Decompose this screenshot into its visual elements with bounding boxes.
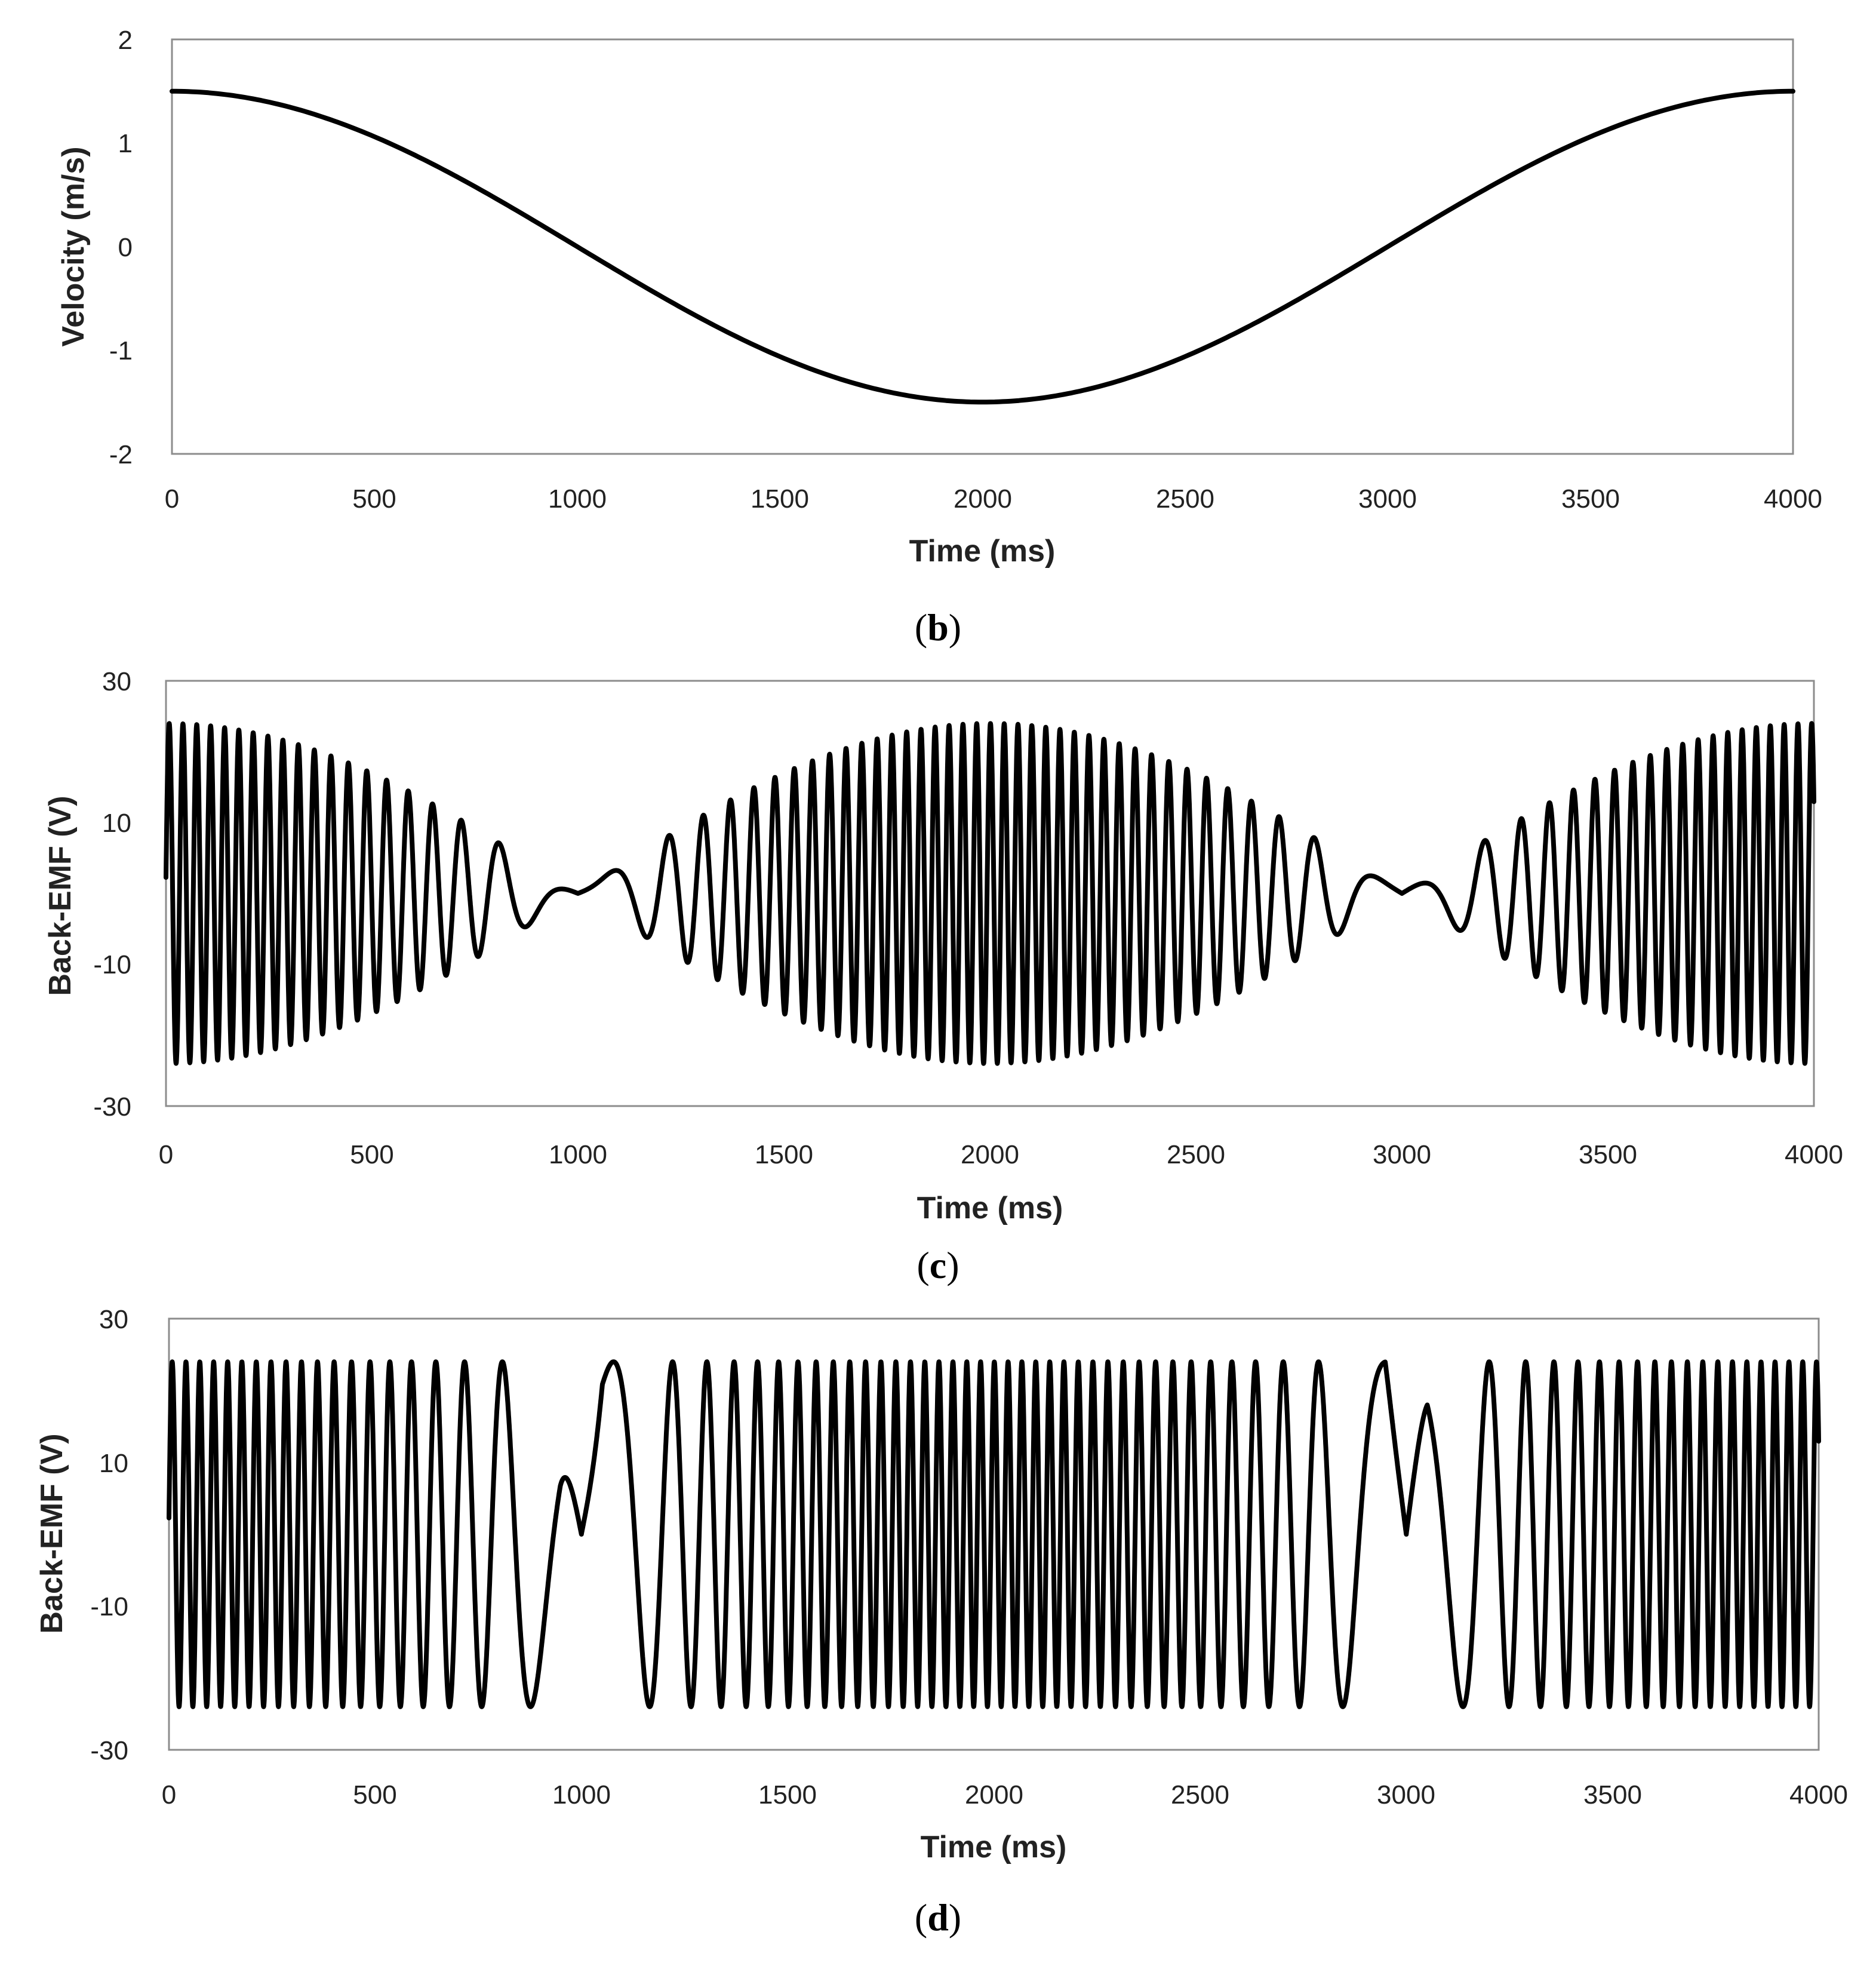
x-tick-label: 3000 xyxy=(1358,484,1417,514)
panel-d: 30 10 -10 -30 0 500 1000 1500 2000 2500 … xyxy=(35,1305,1848,1939)
plot-area-d xyxy=(168,1317,1820,1751)
y-axis-title-b: Velocity (m/s) xyxy=(56,146,91,346)
y-tick-label: 30 xyxy=(99,1305,128,1334)
x-tick-label: 1500 xyxy=(755,1140,813,1169)
x-tick-label: 3500 xyxy=(1583,1780,1642,1810)
y-tick-label: -1 xyxy=(109,336,133,365)
y-tick-labels-c: 30 10 -10 -30 xyxy=(93,667,131,1122)
x-tick-label: 2000 xyxy=(961,1140,1019,1169)
plot-area-c xyxy=(165,680,1815,1107)
x-tick-label: 3000 xyxy=(1377,1780,1435,1810)
y-tick-label: 2 xyxy=(118,26,133,55)
plot-area-b xyxy=(171,38,1794,455)
x-tick-label: 4000 xyxy=(1789,1780,1848,1810)
panel-b: 2 1 0 -1 -2 0 500 1000 1500 2000 2500 30… xyxy=(56,26,1822,649)
y-tick-label: -30 xyxy=(90,1736,128,1765)
x-tick-label: 500 xyxy=(350,1140,393,1169)
back-emf-series-c xyxy=(164,721,1816,1066)
y-tick-label: -10 xyxy=(90,1592,128,1621)
x-tick-label: 1000 xyxy=(552,1780,611,1810)
x-tick-label: 1500 xyxy=(758,1780,817,1810)
y-tick-label: -30 xyxy=(93,1092,131,1122)
x-tick-labels-c: 0 500 1000 1500 2000 2500 3000 3500 4000 xyxy=(159,1140,1843,1169)
x-tick-label: 0 xyxy=(159,1140,173,1169)
x-tick-labels-d: 0 500 1000 1500 2000 2500 3000 3500 4000 xyxy=(162,1780,1848,1810)
x-tick-label: 0 xyxy=(165,484,179,514)
x-tick-label: 2500 xyxy=(1171,1780,1229,1810)
velocity-series xyxy=(170,88,1795,405)
y-axis-title-d: Back-EMF (V) xyxy=(35,1433,69,1633)
x-tick-label: 2500 xyxy=(1167,1140,1225,1169)
x-tick-label: 1000 xyxy=(549,1140,607,1169)
x-tick-label: 1000 xyxy=(548,484,607,514)
x-axis-title-b: Time (ms) xyxy=(909,534,1056,569)
caption-b: (b) xyxy=(915,606,961,649)
x-tick-label: 500 xyxy=(353,1780,396,1810)
y-tick-label: -10 xyxy=(93,950,131,979)
x-tick-label: 3000 xyxy=(1373,1140,1431,1169)
y-tick-label: 10 xyxy=(102,809,131,838)
x-tick-label: 4000 xyxy=(1785,1140,1843,1169)
x-axis-title-c: Time (ms) xyxy=(917,1191,1063,1225)
y-tick-labels-d: 30 10 -10 -30 xyxy=(90,1305,128,1765)
x-tick-label: 1500 xyxy=(751,484,809,514)
y-tick-label: 10 xyxy=(99,1449,128,1478)
x-axis-title-d: Time (ms) xyxy=(921,1830,1067,1865)
x-tick-label: 3500 xyxy=(1561,484,1620,514)
x-tick-label: 2000 xyxy=(965,1780,1023,1810)
caption-c: (c) xyxy=(917,1244,959,1286)
back-emf-series-d xyxy=(167,1359,1821,1709)
x-tick-label: 2000 xyxy=(954,484,1012,514)
y-tick-label: 30 xyxy=(102,667,131,696)
y-axis-title-c: Back-EMF (V) xyxy=(43,795,78,996)
x-tick-label: 0 xyxy=(162,1780,176,1810)
x-tick-label: 3500 xyxy=(1579,1140,1637,1169)
x-tick-label: 2500 xyxy=(1156,484,1214,514)
y-tick-label: 1 xyxy=(118,129,133,158)
y-tick-labels-b: 2 1 0 -1 -2 xyxy=(109,26,133,469)
y-tick-label: -2 xyxy=(109,440,133,469)
x-tick-label: 4000 xyxy=(1764,484,1822,514)
caption-d: (d) xyxy=(915,1896,961,1939)
y-tick-label: 0 xyxy=(118,233,133,262)
x-tick-label: 500 xyxy=(352,484,396,514)
x-tick-labels-b: 0 500 1000 1500 2000 2500 3000 3500 4000 xyxy=(165,484,1822,514)
panel-c: 30 10 -10 -30 0 500 1000 1500 2000 2500 … xyxy=(43,667,1843,1286)
